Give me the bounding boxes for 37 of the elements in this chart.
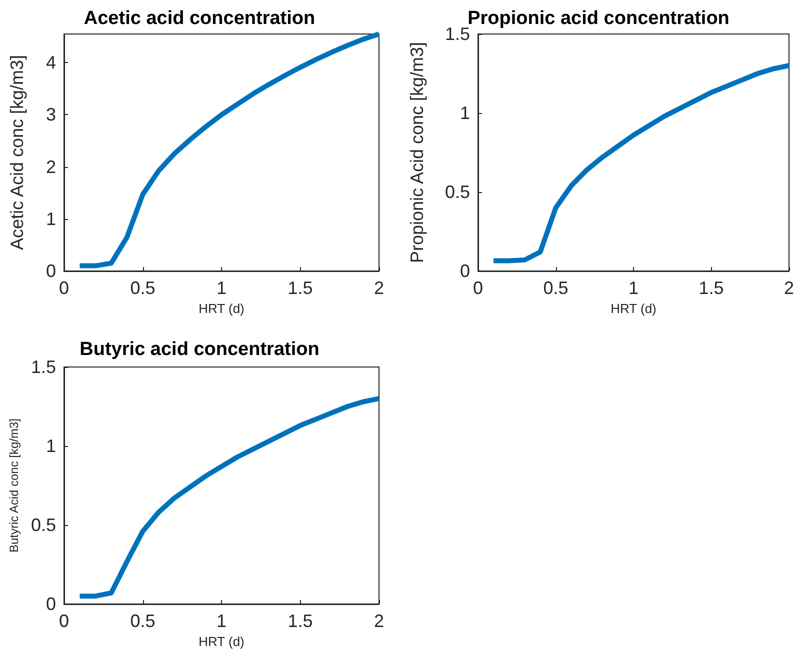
y-tick-label: 0.5 [444,182,470,202]
x-axis-title: HRT (d) [198,634,244,649]
x-axis-title: HRT (d) [198,300,244,316]
chart-title: Butyric acid concentration [80,339,320,360]
x-tick-label: 1.5 [288,278,313,298]
y-axis-title: Butyric Acid conc [kg/m3] [7,418,22,553]
x-tick-label: 2 [784,278,794,298]
chart-title: Acetic acid concentration [84,8,316,29]
x-tick-label: 0 [58,611,70,631]
y-tick-label: 1.5 [30,357,56,377]
x-tick-label: 0.5 [130,278,156,298]
x-tick-label: 1 [216,278,227,298]
x-tick-label: 1 [216,611,227,631]
x-tick-label: 0 [58,278,70,298]
y-axis-title: Propionic Acid conc [kg/m3] [407,42,427,264]
x-tick-label: 1 [628,278,639,298]
x-tick-label: 1.5 [288,611,313,631]
y-axis-title: Acetic Acid conc [kg/m3] [7,54,27,250]
x-tick-label: 2 [374,278,384,298]
y-tick-label: 1.5 [444,24,470,44]
y-tick-label: 1 [460,103,470,123]
x-axis-title: HRT (d) [610,300,656,316]
x-tick-label: 2 [374,611,384,631]
x-tick-label: 0.5 [543,278,568,298]
x-tick-label: 0.5 [130,611,156,631]
y-tick-label: 0 [46,261,56,281]
y-tick-label: 4 [46,52,56,73]
y-tick-label: 1 [46,208,56,229]
y-tick-label: 1 [46,436,56,456]
x-tick-label: 1.5 [698,278,724,298]
y-tick-label: 0.5 [30,515,56,535]
y-tick-label: 3 [46,104,56,125]
x-tick-label: 0 [472,278,484,298]
chart-title: Propionic acid concentration [468,8,730,29]
y-tick-label: 2 [46,156,56,177]
y-tick-label: 0 [46,594,56,614]
y-tick-label: 0 [460,261,470,281]
